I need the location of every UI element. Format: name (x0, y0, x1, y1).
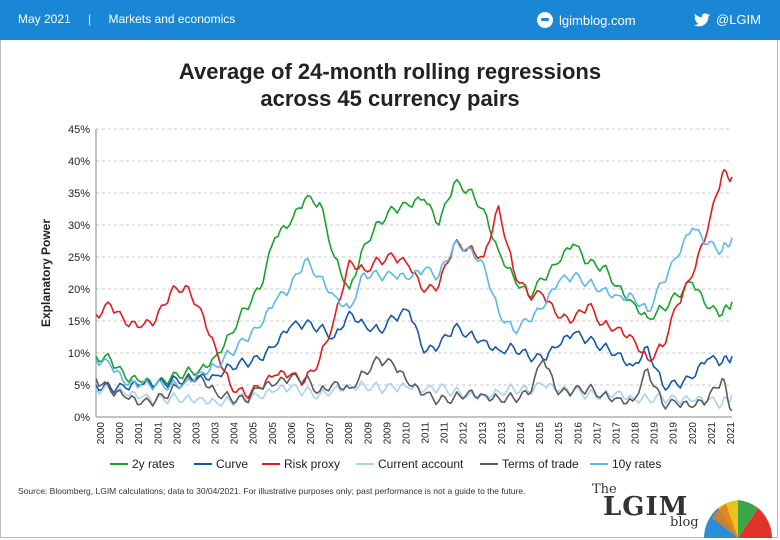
chart-title-line2: across 45 currency pairs (260, 86, 520, 111)
twitter-handle[interactable]: @LGIM (716, 12, 761, 27)
line-chart: 0% 5% 10% 15% 20% 25% 30% 35% 40% 45% 2000 2000 2001… (39, 124, 737, 471)
x-tick-label: 2003 (211, 422, 222, 445)
x-tick-label: 2001 (153, 422, 164, 445)
x-tick-label: 2007 (306, 422, 317, 445)
x-tick-label: 2010 (401, 422, 412, 445)
x-tick-label: 2007 (325, 422, 336, 445)
twitter-bird-icon (694, 12, 710, 26)
umbrella-icon (704, 500, 772, 538)
x-tick-label: 2009 (363, 422, 374, 445)
lgim-blog-icon (537, 12, 553, 28)
y-tick-label: 30% (68, 220, 90, 232)
twitter-link[interactable]: @LGIM (694, 12, 761, 27)
x-tick-label: 2013 (478, 422, 489, 445)
site-label[interactable]: lgimblog.com (559, 12, 636, 28)
x-tick-label: 2003 (191, 422, 202, 445)
x-tick-label: 2006 (287, 422, 298, 445)
x-tick-label: 2021 (726, 422, 737, 445)
x-tick-label: 2012 (459, 422, 470, 445)
site-link[interactable]: lgimblog.com (537, 12, 636, 28)
y-tick-label: 40% (68, 156, 90, 168)
series-line-10y-rates (95, 227, 733, 391)
legend-label: Terms of trade (502, 457, 579, 471)
chart-title: Average of 24-month rolling regressions … (0, 58, 780, 112)
header-separator: | (88, 12, 92, 26)
y-axis-label: Explanatory Power (39, 219, 53, 327)
x-tick-label: 2015 (554, 422, 565, 445)
legend-label: Risk proxy (284, 457, 340, 471)
header-left: May 2021 | Markets and economics (18, 12, 235, 26)
chart-grid (96, 128, 732, 386)
y-tick-label: 15% (68, 316, 90, 328)
chart-title-line1: Average of 24-month rolling regressions (178, 59, 602, 84)
x-tick-label: 2014 (516, 422, 527, 445)
logo-the: The (592, 482, 617, 497)
x-tick-label: 2002 (172, 422, 183, 445)
y-tick-label: 10% (68, 348, 90, 360)
x-tick-label: 2005 (249, 422, 260, 445)
x-tick-label: 2017 (592, 422, 603, 445)
header-bar: May 2021 | Markets and economics lgimblo… (0, 0, 780, 40)
x-tick-label: 2016 (573, 422, 584, 445)
y-tick-label: 20% (68, 284, 90, 296)
x-tick-label: 2009 (382, 422, 393, 445)
y-tick-label: 35% (68, 188, 90, 200)
legend-label: 10y rates (612, 457, 661, 471)
x-tick-label: 2005 (268, 422, 279, 445)
x-tick-label: 2017 (611, 422, 622, 445)
x-tick-label: 2019 (650, 422, 661, 445)
x-tick-label: 2021 (707, 422, 718, 445)
x-tick-label: 2011 (440, 422, 451, 444)
x-tick-label: 2018 (631, 422, 642, 445)
y-tick-label: 5% (74, 380, 90, 392)
chart-axes: 0% 5% 10% 15% 20% 25% 30% 35% 40% 45% 2000 2000 2001… (39, 124, 737, 444)
x-tick-label: 2011 (421, 422, 432, 444)
x-tick-label: 2001 (134, 422, 145, 445)
logo-blog: blog (670, 515, 699, 530)
logo-lgim: LGIM (603, 492, 689, 522)
header-date: May 2021 (18, 12, 71, 26)
series-line-2y-rates (95, 178, 733, 388)
source-note: Source: Bloomberg, LGIM calculations; da… (18, 486, 526, 496)
x-tick-label: 2019 (669, 422, 680, 445)
y-tick-label: 0% (74, 412, 90, 424)
y-tick-label: 25% (68, 252, 90, 264)
x-tick-label: 2000 (115, 422, 126, 445)
chart-legend: 2y rates Curve Risk proxy Current account Te… (110, 457, 661, 471)
x-tick-label: 2004 (230, 422, 241, 445)
x-tick-label: 2008 (344, 422, 355, 445)
x-tick-label: 2013 (497, 422, 508, 445)
x-tick-label: 2020 (688, 422, 699, 445)
series-line-terms-of-trade (95, 355, 733, 412)
legend-label: Current account (378, 457, 464, 471)
legend-label: Curve (216, 457, 248, 471)
legend-label: 2y rates (132, 457, 175, 471)
series-line-risk-proxy (95, 168, 733, 400)
y-tick-label: 45% (68, 124, 90, 136)
series-line-curve (95, 308, 733, 394)
x-tick-label: 2000 (96, 422, 107, 445)
x-tick-label: 2015 (535, 422, 546, 445)
header-section[interactable]: Markets and economics (108, 12, 236, 26)
chart-series (95, 168, 733, 412)
